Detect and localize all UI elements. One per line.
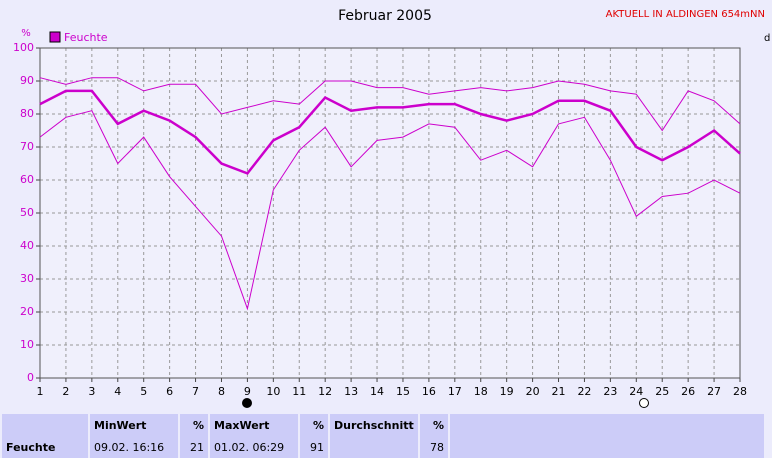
x-tick-label: 19	[500, 385, 514, 398]
x-tick-label: 28	[733, 385, 747, 398]
x-tick-label: 9	[244, 385, 251, 398]
y-tick-label: 50	[20, 206, 34, 219]
x-tick-label: 7	[192, 385, 199, 398]
x-tick-label: 12	[318, 385, 332, 398]
stats-table: MinWert % MaxWert % Durchschnitt % Feuch…	[0, 414, 766, 458]
y-unit: %	[21, 28, 31, 39]
cell: 91	[300, 436, 328, 458]
x-tick-label: 17	[448, 385, 462, 398]
legend-label: Feuchte	[64, 31, 108, 44]
chart: Februar 2005 AKTUELL IN ALDINGEN 654mNN …	[13, 8, 770, 408]
moon-icon	[242, 398, 252, 408]
x-tick-label: 20	[526, 385, 540, 398]
y-tick-label: 30	[20, 272, 34, 285]
x-tick-label: 2	[62, 385, 69, 398]
line	[39, 89, 741, 175]
x-tick-label: 8	[218, 385, 225, 398]
x-tick-label: 1	[37, 385, 44, 398]
x-tick-label: 24	[629, 385, 643, 398]
y-tick-label: 20	[20, 305, 34, 318]
x-tick-label: 16	[422, 385, 436, 398]
x-tick-label: 10	[266, 385, 280, 398]
x-tick-label: 22	[577, 385, 591, 398]
y-tick-label: 90	[20, 74, 34, 87]
x-tick-label: 18	[474, 385, 488, 398]
y-tick-label: 100	[13, 41, 34, 54]
y-tick-label: 10	[20, 338, 34, 351]
station-label: AKTUELL IN ALDINGEN 654mNN	[606, 9, 765, 20]
header: Durchschnitt	[330, 414, 418, 436]
line	[39, 110, 741, 311]
header: %	[420, 414, 448, 436]
y-tick-label: 40	[20, 239, 34, 252]
header: %	[300, 414, 328, 436]
y-tick-label: 70	[20, 140, 34, 153]
cell: 21	[180, 436, 208, 458]
moon-icon	[639, 398, 649, 408]
header: MinWert	[90, 414, 178, 436]
x-tick-label: 21	[552, 385, 566, 398]
x-tick-label: 13	[344, 385, 358, 398]
right-label: d	[764, 33, 770, 44]
x-tick-label: 23	[603, 385, 617, 398]
line	[39, 77, 741, 132]
x-tick-label: 11	[292, 385, 306, 398]
x-tick-label: 27	[707, 385, 721, 398]
x-tick-label: 25	[655, 385, 669, 398]
x-tick-label: 3	[88, 385, 95, 398]
chart-title: Februar 2005	[338, 8, 432, 24]
cell: 78	[420, 436, 448, 458]
x-tick-label: 6	[166, 385, 173, 398]
x-tick-label: 14	[370, 385, 384, 398]
x-tick-label: 15	[396, 385, 410, 398]
y-tick-label: 60	[20, 173, 34, 186]
row-label: Feuchte	[2, 436, 88, 458]
y-tick-label: 80	[20, 107, 34, 120]
header: %	[180, 414, 208, 436]
x-tick-label: 4	[114, 385, 121, 398]
plot-frame	[39, 47, 741, 379]
x-tick-label: 26	[681, 385, 695, 398]
header: MaxWert	[210, 414, 298, 436]
x-tick-label: 5	[140, 385, 147, 398]
cell: 01.02. 06:29	[210, 436, 298, 458]
y-tick-label: 0	[27, 371, 34, 384]
legend-swatch	[49, 31, 61, 43]
cell: 09.02. 16:16	[90, 436, 178, 458]
